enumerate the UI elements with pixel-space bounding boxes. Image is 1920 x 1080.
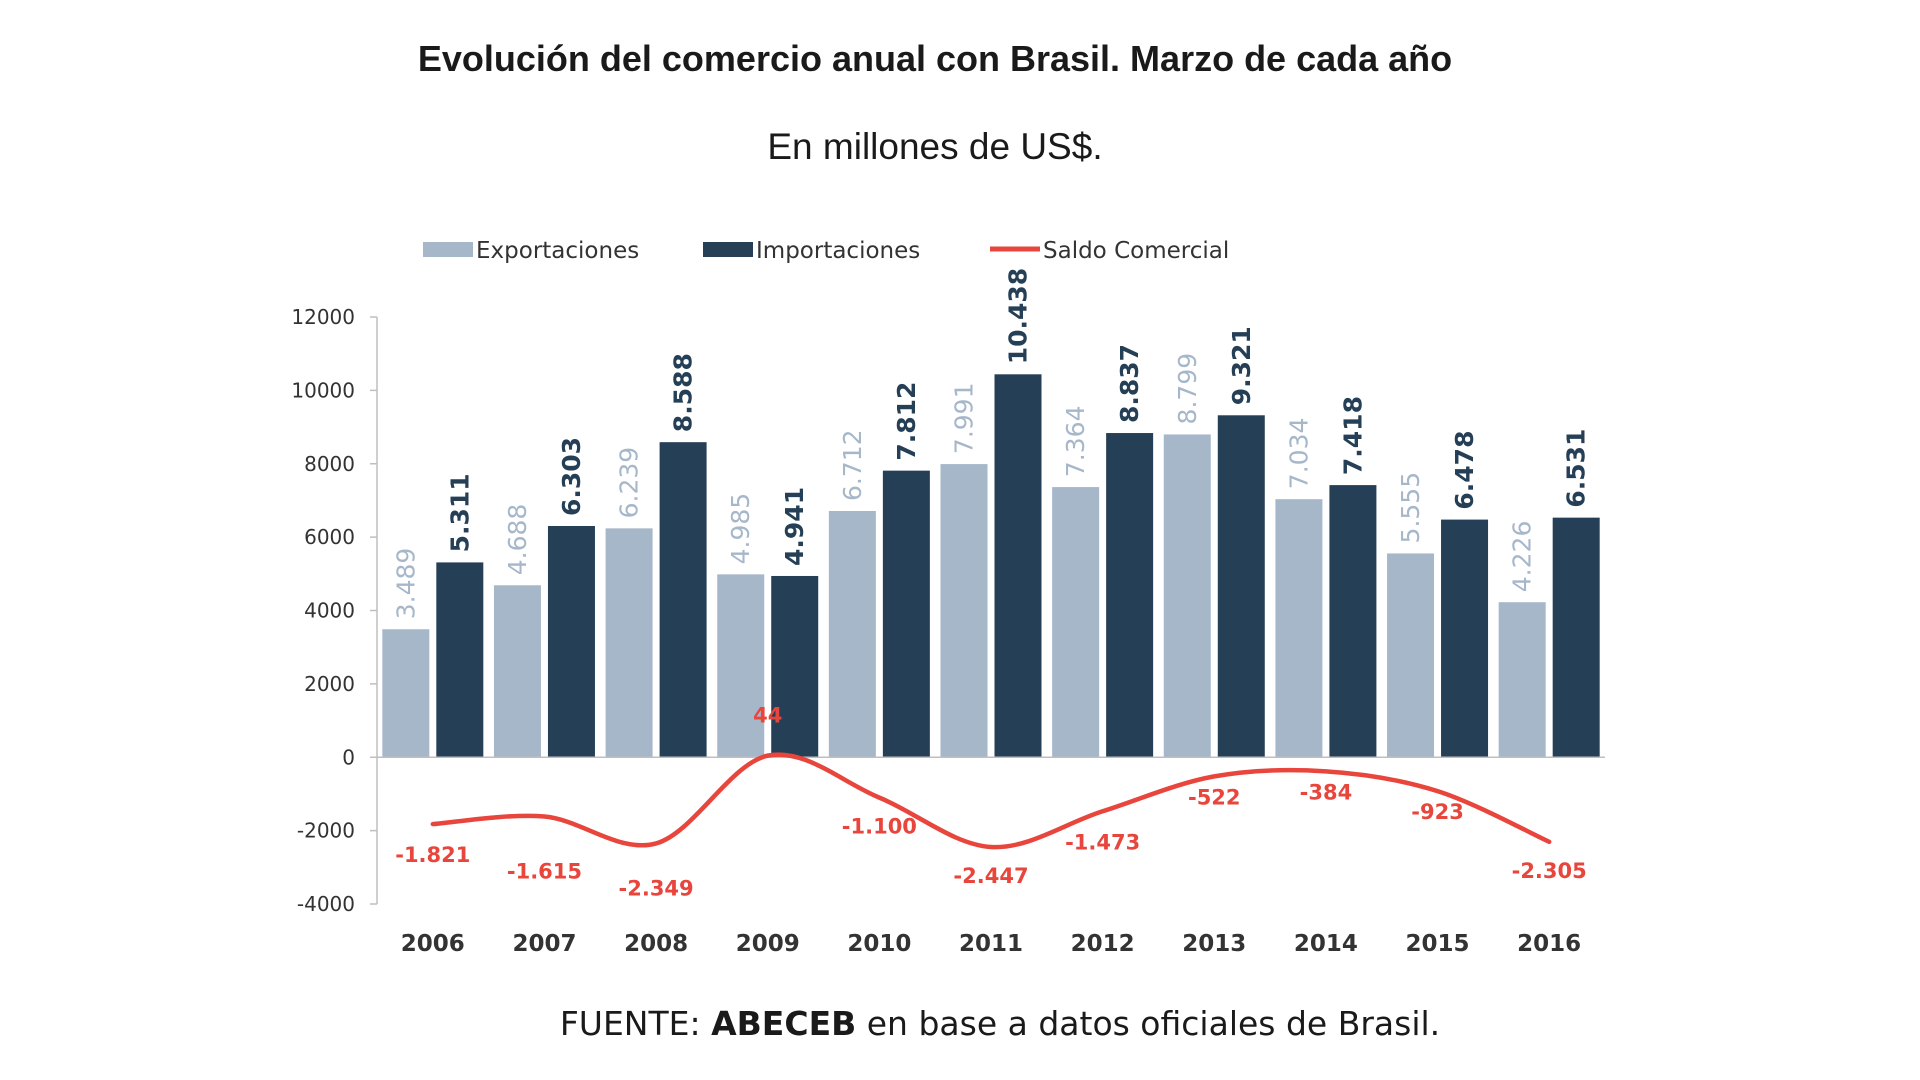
label-importaciones: 4.941 bbox=[780, 487, 809, 566]
label-exportaciones: 6.239 bbox=[615, 447, 644, 519]
bar-exportaciones bbox=[1275, 499, 1323, 758]
label-importaciones: 7.812 bbox=[892, 382, 921, 461]
source-note: FUENTE: ABECEB en base a datos oficiales… bbox=[0, 1004, 1920, 1043]
y-tick-label: 4000 bbox=[304, 599, 355, 623]
trade-chart: Exportaciones Importaciones Saldo Comercia… bbox=[291, 238, 1605, 957]
balance-label: -2.305 bbox=[1512, 859, 1587, 883]
label-importaciones: 6.531 bbox=[1562, 429, 1591, 508]
x-tick-label: 2012 bbox=[1071, 931, 1135, 957]
label-importaciones: 5.311 bbox=[445, 473, 474, 552]
x-tick-label: 2006 bbox=[401, 931, 465, 957]
label-importaciones: 8.837 bbox=[1115, 344, 1144, 423]
balance-line bbox=[430, 752, 1552, 850]
source-suffix: en base a datos oficiales de Brasil. bbox=[856, 1004, 1441, 1043]
label-exportaciones: 7.034 bbox=[1284, 418, 1313, 490]
bar-importaciones bbox=[547, 526, 595, 758]
label-exportaciones: 5.555 bbox=[1396, 472, 1425, 544]
x-tick-label: 2008 bbox=[624, 931, 688, 957]
bar-importaciones bbox=[771, 575, 819, 758]
bar-exportaciones bbox=[493, 585, 541, 758]
bar-exportaciones bbox=[1498, 602, 1546, 758]
y-tick-label: -4000 bbox=[297, 892, 355, 916]
label-exportaciones: 4.688 bbox=[503, 504, 532, 576]
balance-label: -923 bbox=[1411, 800, 1464, 824]
label-importaciones: 7.418 bbox=[1338, 396, 1367, 475]
x-tick-label: 2013 bbox=[1182, 931, 1246, 957]
legend-swatch-importaciones bbox=[703, 242, 753, 257]
bar-exportaciones bbox=[717, 574, 765, 758]
y-tick-label: 10000 bbox=[291, 378, 355, 402]
legend-label-saldo-comercial: Saldo Comercial bbox=[1043, 238, 1229, 264]
y-tick-label: -2000 bbox=[297, 819, 355, 843]
balance-label: -384 bbox=[1300, 780, 1353, 804]
bar-exportaciones bbox=[828, 511, 876, 758]
x-axis: 2006 2007 2008 2009 2010 2011 2012 2013 2014 2015… bbox=[377, 756, 1605, 957]
balance-label: -1.821 bbox=[395, 843, 470, 867]
balance-line-path bbox=[430, 752, 1552, 850]
balance-label: -522 bbox=[1188, 785, 1241, 809]
label-importaciones: 6.478 bbox=[1450, 431, 1479, 510]
x-tick-label: 2016 bbox=[1517, 931, 1581, 957]
label-importaciones: 10.438 bbox=[1004, 268, 1033, 364]
chart-title: Evolución del comercio anual con Brasil.… bbox=[417, 38, 1453, 79]
bar-importaciones bbox=[994, 374, 1042, 758]
legend: Exportaciones Importaciones Saldo Comercia… bbox=[423, 238, 1229, 264]
bar-importaciones bbox=[1441, 519, 1489, 758]
balance-label: 44 bbox=[753, 704, 782, 728]
balance-label: -2.349 bbox=[619, 876, 694, 900]
bar-importaciones bbox=[1329, 485, 1377, 758]
balance-label: -1.615 bbox=[507, 860, 582, 884]
bar-importaciones bbox=[1106, 433, 1154, 758]
label-exportaciones: 4.226 bbox=[1508, 521, 1537, 593]
bar-exportaciones bbox=[940, 464, 988, 758]
legend-swatch-exportaciones bbox=[423, 242, 473, 257]
label-exportaciones: 3.489 bbox=[391, 548, 420, 620]
bar-exportaciones bbox=[1163, 434, 1211, 758]
balance-label: -2.447 bbox=[953, 864, 1028, 888]
label-exportaciones: 4.985 bbox=[726, 493, 755, 565]
y-axis: 12000 10000 8000 6000 4000 2000 0 -2000 -4000 bbox=[291, 305, 378, 916]
source-prefix: FUENTE: bbox=[559, 1004, 712, 1043]
y-tick-label: 12000 bbox=[291, 305, 355, 329]
y-tick-label: 6000 bbox=[304, 525, 355, 549]
label-importaciones: 8.588 bbox=[669, 353, 698, 432]
bar-labels: 3.489 5.311 4.688 6.303 6.239 8.588 4.985 4.941… bbox=[391, 268, 1590, 619]
y-tick-label: 8000 bbox=[304, 452, 355, 476]
x-tick-label: 2007 bbox=[512, 931, 576, 957]
label-exportaciones: 7.991 bbox=[950, 383, 979, 455]
label-exportaciones: 6.712 bbox=[838, 429, 867, 501]
bar-exportaciones bbox=[1052, 487, 1100, 758]
label-exportaciones: 7.364 bbox=[1061, 406, 1090, 478]
x-tick-label: 2015 bbox=[1406, 931, 1470, 957]
bar-importaciones bbox=[1217, 415, 1265, 758]
x-tick-label: 2009 bbox=[736, 931, 800, 957]
balance-labels: -1.821 -1.615 -2.349 44 -1.100 -2.447 -1.473 -5… bbox=[395, 704, 1587, 901]
legend-label-exportaciones: Exportaciones bbox=[476, 238, 639, 264]
balance-label: -1.473 bbox=[1065, 830, 1140, 854]
balance-label: -1.100 bbox=[842, 815, 917, 839]
x-tick-label: 2010 bbox=[847, 931, 911, 957]
x-tick-label: 2014 bbox=[1294, 931, 1358, 957]
chart-subtitle: En millones de US$. bbox=[767, 126, 1103, 167]
label-exportaciones: 8.799 bbox=[1173, 353, 1202, 425]
bar-importaciones bbox=[1552, 517, 1600, 758]
bar-importaciones bbox=[659, 442, 707, 758]
x-tick-label: 2011 bbox=[959, 931, 1023, 957]
y-tick-label: 0 bbox=[342, 745, 355, 769]
bar-importaciones bbox=[882, 470, 930, 758]
legend-label-importaciones: Importaciones bbox=[756, 238, 920, 264]
bar-exportaciones bbox=[382, 629, 430, 758]
bar-exportaciones bbox=[605, 528, 653, 758]
source-brand: ABECEB bbox=[711, 1004, 857, 1043]
label-importaciones: 9.321 bbox=[1227, 326, 1256, 405]
y-tick-label: 2000 bbox=[304, 672, 355, 696]
bar-exportaciones bbox=[1387, 553, 1435, 758]
bars bbox=[382, 374, 1600, 758]
bar-importaciones bbox=[436, 562, 484, 758]
label-importaciones: 6.303 bbox=[557, 437, 586, 516]
